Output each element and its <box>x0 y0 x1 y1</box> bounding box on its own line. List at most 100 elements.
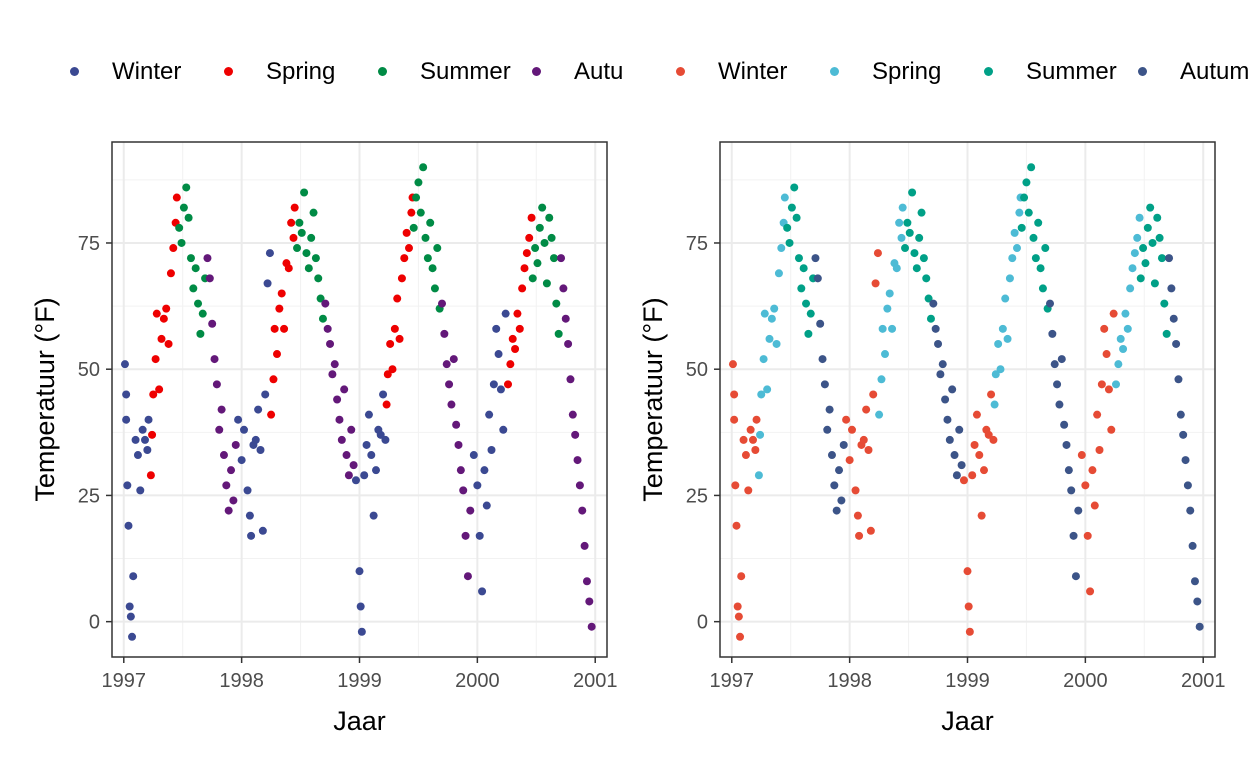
data-point <box>269 375 278 384</box>
data-point <box>456 466 465 475</box>
data-point <box>159 314 168 323</box>
data-point <box>830 481 839 490</box>
data-point <box>386 339 395 348</box>
data-point <box>449 355 458 364</box>
data-point <box>428 264 437 273</box>
data-point <box>513 309 522 318</box>
data-point <box>224 506 233 515</box>
data-point <box>360 471 369 480</box>
data-point <box>326 339 335 348</box>
data-point <box>730 390 739 399</box>
data-point <box>175 223 184 232</box>
data-point <box>535 223 544 232</box>
data-point <box>571 430 580 439</box>
legend-swatch <box>1138 67 1147 76</box>
data-point <box>1104 385 1113 394</box>
data-point <box>1060 420 1069 429</box>
data-point <box>1013 244 1021 253</box>
legend-swatch <box>676 67 685 76</box>
data-point <box>222 481 231 490</box>
data-point <box>1181 456 1190 465</box>
data-point <box>293 244 302 253</box>
data-point <box>122 415 131 424</box>
data-point <box>575 481 584 490</box>
data-point <box>128 632 137 641</box>
data-point <box>442 360 451 369</box>
data-point <box>367 451 376 460</box>
data-point <box>855 531 864 540</box>
data-point <box>520 264 529 273</box>
data-point <box>1133 233 1142 242</box>
data-point <box>938 360 947 369</box>
data-point <box>229 496 238 505</box>
data-point <box>965 627 974 636</box>
data-point <box>247 531 256 540</box>
right-scatter-panel: 1997 1998 1999 2000 2001 0 25 50 75 Jaar Temperatu… <box>638 141 1226 736</box>
data-point <box>945 435 954 444</box>
data-point <box>851 486 860 495</box>
data-point <box>578 506 587 515</box>
data-point <box>146 471 155 480</box>
data-point <box>340 385 349 394</box>
legend-swatch <box>70 67 79 76</box>
data-point <box>381 435 390 444</box>
data-point <box>754 471 763 480</box>
data-point <box>1167 284 1176 293</box>
x-tick-label: 1997 <box>102 670 147 692</box>
legend-swatch <box>984 67 993 76</box>
data-point <box>141 435 149 444</box>
data-point <box>383 370 392 379</box>
x-tick-label: 1999 <box>337 670 382 692</box>
data-point <box>901 244 910 253</box>
data-point <box>955 425 964 434</box>
data-point <box>533 259 542 268</box>
x-tick-label: 2001 <box>1181 670 1226 692</box>
data-point <box>746 425 755 434</box>
data-point <box>1165 254 1174 263</box>
data-point <box>475 531 484 540</box>
data-point <box>797 284 806 293</box>
data-point <box>1057 355 1066 364</box>
data-point <box>1020 193 1029 202</box>
data-point <box>376 430 385 439</box>
data-point <box>787 203 796 212</box>
data-point <box>1067 486 1076 495</box>
data-point <box>157 334 166 343</box>
data-point <box>402 228 411 237</box>
x-tick-label: 2000 <box>455 670 500 692</box>
data-point <box>926 314 935 323</box>
data-point <box>287 218 296 227</box>
data-point <box>733 602 742 611</box>
data-point <box>587 622 596 631</box>
data-point <box>739 435 748 444</box>
series-spring <box>146 193 536 480</box>
series-autumn <box>203 254 596 631</box>
data-point <box>1143 223 1152 232</box>
data-point <box>492 324 501 333</box>
data-point <box>1083 531 1092 540</box>
data-point <box>832 506 841 515</box>
data-point <box>335 415 344 424</box>
data-point <box>770 304 779 313</box>
data-point <box>463 572 472 581</box>
data-point <box>1062 440 1071 449</box>
data-point <box>888 324 897 333</box>
series-winter <box>120 249 510 641</box>
data-point <box>1086 587 1095 596</box>
data-point <box>194 299 203 308</box>
data-point <box>842 415 851 424</box>
data-point <box>210 355 219 364</box>
data-point <box>1186 506 1195 515</box>
data-point <box>388 365 397 374</box>
data-point <box>433 244 442 253</box>
data-point <box>998 324 1007 333</box>
data-point <box>265 249 274 258</box>
data-point <box>522 249 531 258</box>
data-point <box>744 486 753 495</box>
x-tick-label: 1998 <box>827 670 872 692</box>
x-tick-label: 1999 <box>945 670 990 692</box>
data-point <box>309 208 318 217</box>
data-point <box>871 279 880 288</box>
data-point <box>845 456 854 465</box>
